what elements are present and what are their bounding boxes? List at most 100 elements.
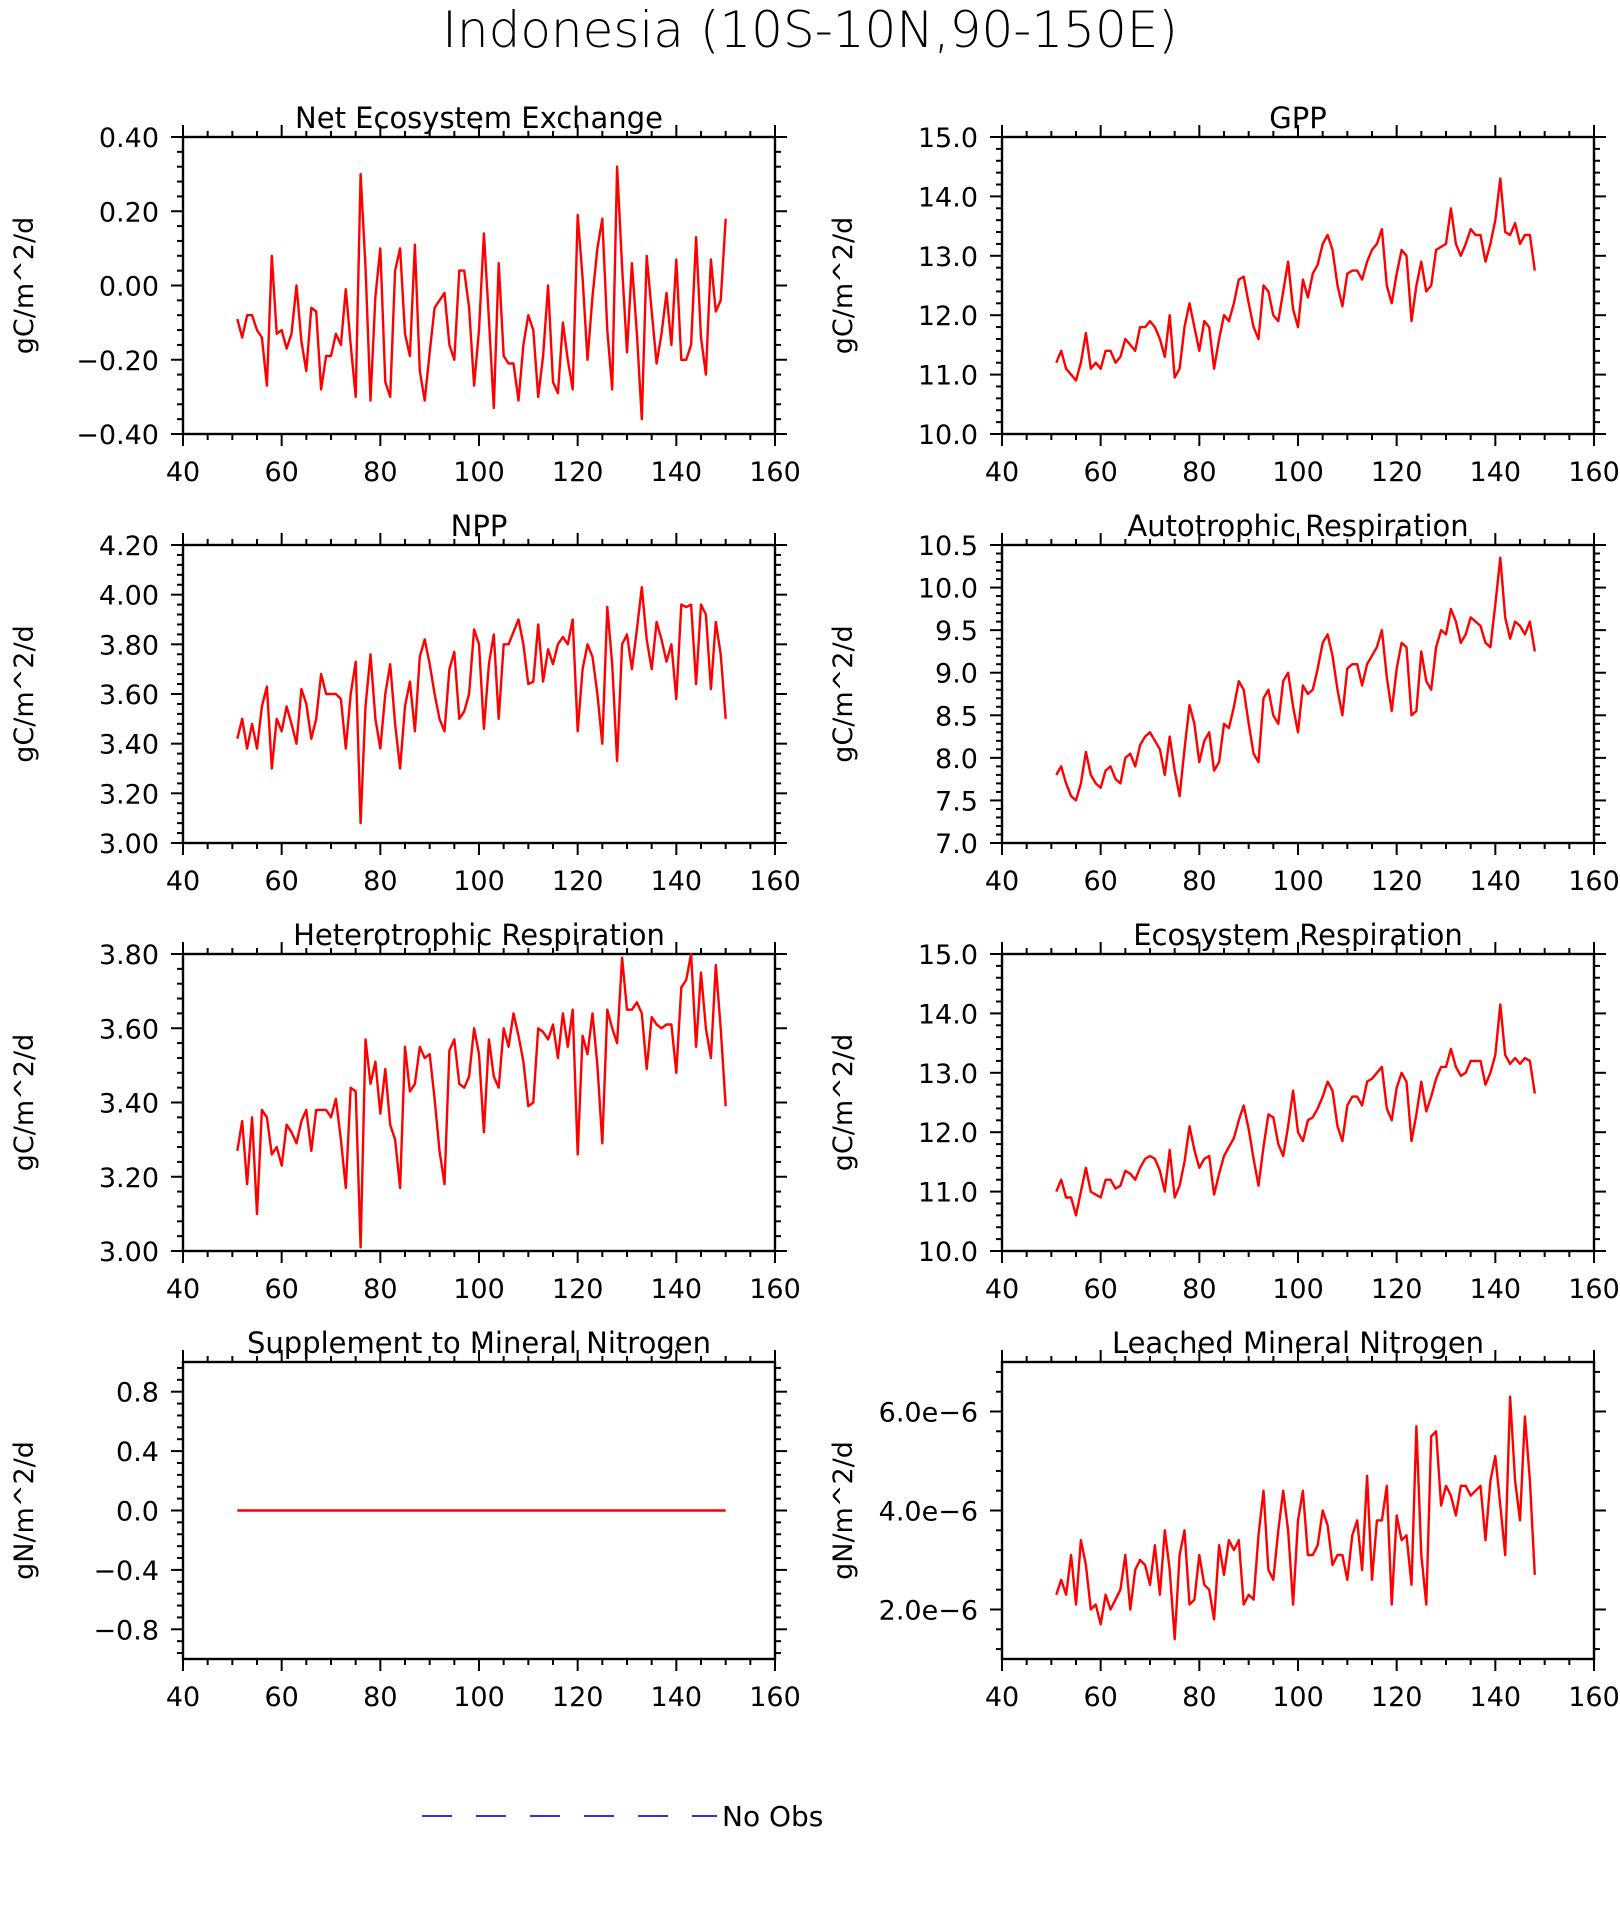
- x-tick-label: 60: [1083, 1682, 1117, 1713]
- y-tick-label: 10.0: [918, 574, 978, 605]
- figure-title: Indonesia (10S-10N,90-150E): [442, 1, 1178, 59]
- y-axis-label: gN/m^2/d: [9, 1441, 40, 1580]
- x-tick-label: 140: [651, 457, 703, 488]
- series-line: [1055, 1003, 1536, 1217]
- x-tick-label: 80: [363, 1274, 397, 1305]
- y-tick-label: 3.60: [99, 680, 159, 711]
- x-tick-label: 40: [166, 457, 200, 488]
- y-axis-label: gN/m^2/d: [828, 1441, 859, 1580]
- y-tick-label: 15.0: [918, 940, 978, 971]
- x-tick-label: 100: [453, 457, 505, 488]
- x-tick-label: 120: [1371, 866, 1423, 897]
- y-tick-label: 14.0: [918, 999, 978, 1030]
- y-tick-label: 8.0: [935, 744, 978, 775]
- y-axis-label: gC/m^2/d: [828, 217, 859, 354]
- y-axis-label: gC/m^2/d: [828, 625, 859, 762]
- y-tick-label: 4.0e−6: [879, 1497, 978, 1528]
- x-tick-label: 100: [1272, 1274, 1324, 1305]
- x-tick-label: 40: [985, 866, 1019, 897]
- y-tick-label: 3.20: [99, 779, 159, 810]
- panel-title: Heterotrophic Respiration: [293, 918, 665, 952]
- y-tick-label: 9.5: [935, 616, 978, 647]
- y-tick-label: 3.80: [99, 630, 159, 661]
- x-tick-label: 140: [1470, 457, 1522, 488]
- y-tick-label: 10.5: [918, 531, 978, 562]
- x-tick-label: 60: [264, 1682, 298, 1713]
- y-tick-label: 14.0: [918, 182, 978, 213]
- x-tick-label: 160: [749, 1274, 801, 1305]
- x-tick-label: 80: [363, 866, 397, 897]
- y-tick-label: 7.5: [935, 786, 978, 817]
- x-tick-label: 40: [166, 1274, 200, 1305]
- y-tick-label: −0.20: [76, 346, 159, 377]
- x-tick-label: 140: [1470, 866, 1522, 897]
- plot-frame: [1000, 543, 1596, 845]
- y-tick-label: 0.0: [116, 1497, 159, 1528]
- series-line: [1055, 177, 1536, 382]
- x-tick-label: 120: [1371, 457, 1423, 488]
- x-tick-label: 60: [264, 457, 298, 488]
- x-tick-label: 80: [1182, 1274, 1216, 1305]
- y-tick-label: 6.0e−6: [879, 1398, 978, 1429]
- panel-2: 40 60 80 100 120 140 160 15.0 14.0 13.0 12.0 11.0 10…: [828, 101, 1620, 488]
- panel-7: 40 60 80 100 120 140 160 0.8 0.4 0.0 −0.4 −0.8 Suppl…: [9, 1326, 801, 1713]
- x-tick-label: 60: [1083, 457, 1117, 488]
- y-tick-label: 3.20: [99, 1163, 159, 1194]
- y-tick-label: 3.40: [99, 1089, 159, 1120]
- y-tick-label: 3.80: [99, 940, 159, 971]
- panel-title: Leached Mineral Nitrogen: [1112, 1326, 1484, 1360]
- x-tick-label: 140: [651, 1274, 703, 1305]
- panels: 40 60 80 100 120 140 1600.400.200.00−0.20−0.40…: [9, 101, 1620, 1713]
- legend-label: No Obs: [722, 1800, 823, 1833]
- x-tick-label: 120: [552, 1274, 604, 1305]
- x-tick-label: 40: [985, 1274, 1019, 1305]
- y-tick-label: 2.0e−6: [879, 1596, 978, 1627]
- panel-title: Net Ecosystem Exchange: [295, 101, 663, 135]
- y-axis-label: gC/m^2/d: [828, 1034, 859, 1171]
- x-tick-label: 60: [264, 866, 298, 897]
- x-tick-label: 60: [264, 1274, 298, 1305]
- panel-8: 40 60 80 100 120 140 160 6.0e−6 4.0e−6 2.0e−6 Leac…: [828, 1326, 1620, 1713]
- y-tick-label: −0.8: [93, 1615, 159, 1646]
- x-tick-label: 120: [552, 1682, 604, 1713]
- y-tick-label: 4.20: [99, 531, 159, 562]
- x-tick-label: 160: [749, 866, 801, 897]
- panel-3: 40 60 80 100 120 140 160 4.20 4.00 3.80 3.60 3.40 3.…: [9, 509, 801, 897]
- y-tick-label: 11.0: [918, 1178, 978, 1209]
- y-tick-label: 3.00: [99, 1237, 159, 1268]
- x-tick-label: 120: [552, 866, 604, 897]
- x-tick-label: 120: [1371, 1682, 1423, 1713]
- y-axis-label: gC/m^2/d: [9, 625, 40, 762]
- panel-4: 40 60 80 100 120 140 160 10.5 10.0 9.5 9.0 8.5 8.0 7.…: [828, 509, 1620, 897]
- y-tick-label: −0.40: [76, 420, 159, 451]
- x-tick-label: 80: [363, 1682, 397, 1713]
- x-tick-label: 140: [1470, 1682, 1522, 1713]
- series-line: [1055, 1395, 1536, 1641]
- y-tick-label: 3.40: [99, 730, 159, 761]
- y-tick-label: 0.20: [99, 197, 159, 228]
- y-tick-label: 0.4: [116, 1437, 159, 1468]
- x-tick-label: 160: [749, 457, 801, 488]
- panel-title: NPP: [451, 509, 508, 543]
- series-line: [236, 586, 727, 825]
- y-tick-label: 12.0: [918, 1118, 978, 1149]
- x-tick-label: 160: [1568, 457, 1620, 488]
- legend: No Obsf09.B-1pCO2.tn15.cmip6.k11: [422, 1800, 1130, 1921]
- y-tick-label: 7.0: [935, 829, 978, 860]
- plot-frame: [1000, 952, 1596, 1253]
- x-tick-label: 160: [1568, 1682, 1620, 1713]
- x-tick-label: 140: [651, 1682, 703, 1713]
- x-tick-label: 160: [1568, 1274, 1620, 1305]
- x-tick-label: 100: [453, 1682, 505, 1713]
- plot-frame: [181, 543, 777, 845]
- series-line: [1055, 556, 1536, 802]
- x-tick-label: 100: [1272, 1682, 1324, 1713]
- x-tick-label: 80: [363, 457, 397, 488]
- y-tick-label: 10.0: [918, 1237, 978, 1268]
- panel-title: GPP: [1269, 101, 1326, 135]
- y-tick-label: 10.0: [918, 420, 978, 451]
- panel-5: 40 60 80 100 120 140 160 3.80 3.60 3.40 3.20 3.00 He…: [9, 918, 801, 1305]
- series-line: [236, 952, 727, 1249]
- y-tick-label: 8.5: [935, 701, 978, 732]
